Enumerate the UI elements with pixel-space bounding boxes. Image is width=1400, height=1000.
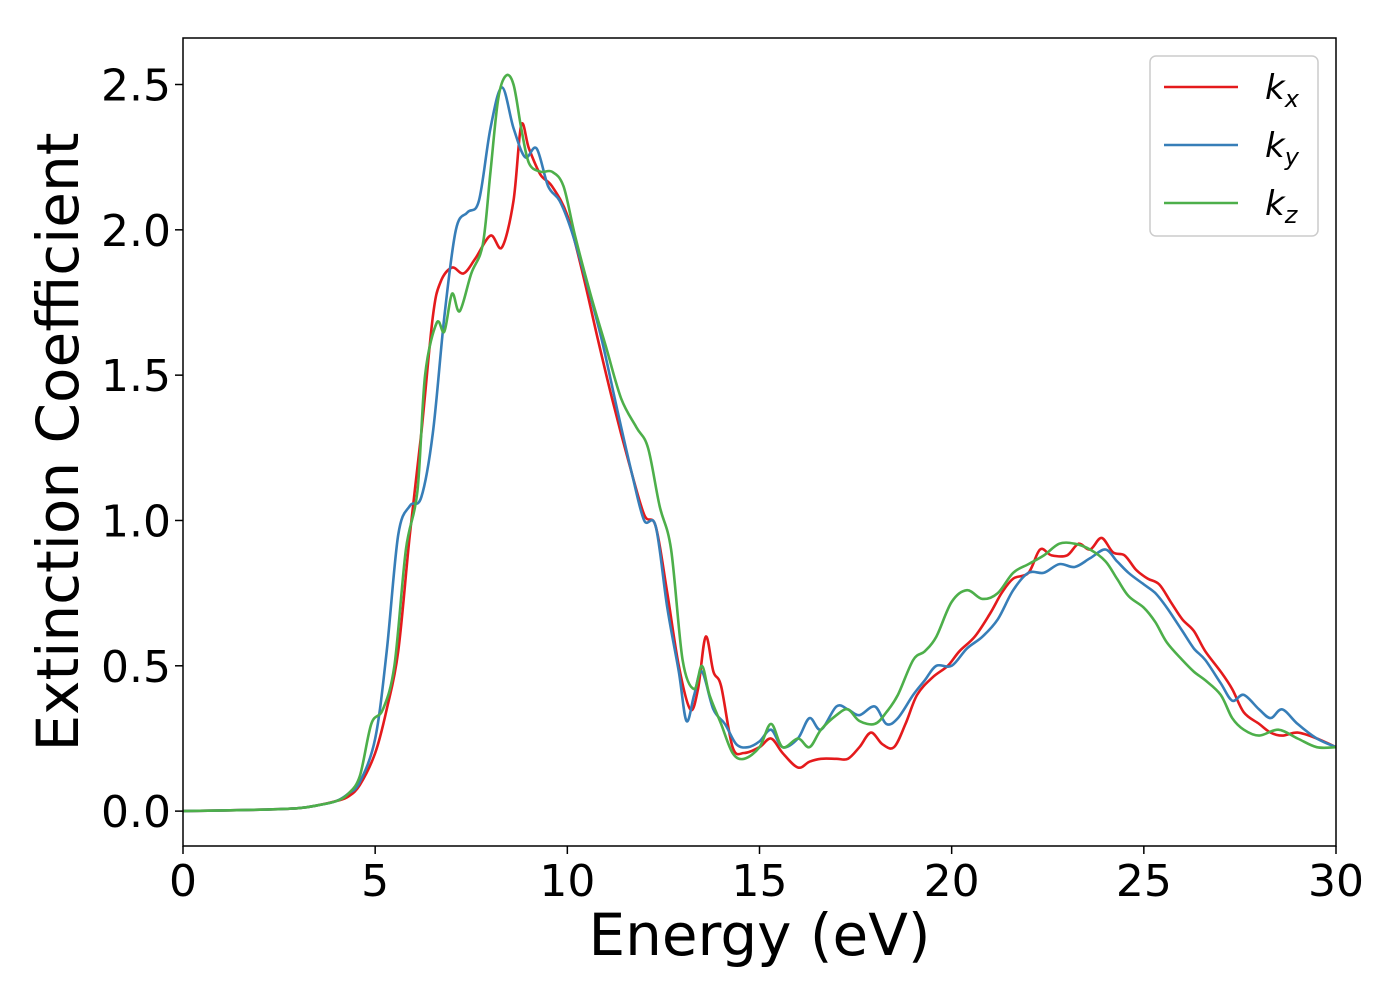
y-tick-label: 2.0 — [101, 206, 171, 257]
x-tick-label: 25 — [1116, 856, 1172, 907]
x-tick-label: 0 — [169, 856, 197, 907]
x-axis-title: Energy (eV) — [588, 901, 930, 969]
x-tick-label: 5 — [361, 856, 389, 907]
x-tick-label: 10 — [539, 856, 595, 907]
x-tick-label: 20 — [924, 856, 980, 907]
legend-label: kz — [1265, 184, 1299, 229]
legend-label: ky — [1265, 126, 1300, 171]
y-tick-label: 0.5 — [101, 642, 171, 693]
x-tick-label: 30 — [1308, 856, 1364, 907]
x-axis: 0 5 10 15 20 25 30 — [169, 846, 1364, 907]
y-tick-label: 0.0 — [101, 787, 171, 838]
y-axis: 0.0 0.5 1.0 1.5 2.0 2.5 — [101, 61, 183, 838]
y-tick-label: 1.0 — [101, 496, 171, 547]
series-line-ky — [183, 86, 1336, 813]
legend: kx ky kz — [1149, 55, 1319, 237]
series-line-kz — [183, 73, 1336, 813]
y-tick-label: 1.5 — [101, 351, 171, 402]
y-axis-title: Extinction Coefficient — [24, 133, 92, 752]
series-layer — [183, 73, 1336, 813]
x-tick-label: 15 — [732, 856, 788, 907]
series-line-kx — [183, 122, 1336, 813]
y-tick-label: 2.5 — [101, 61, 171, 112]
legend-label: kx — [1265, 68, 1300, 113]
